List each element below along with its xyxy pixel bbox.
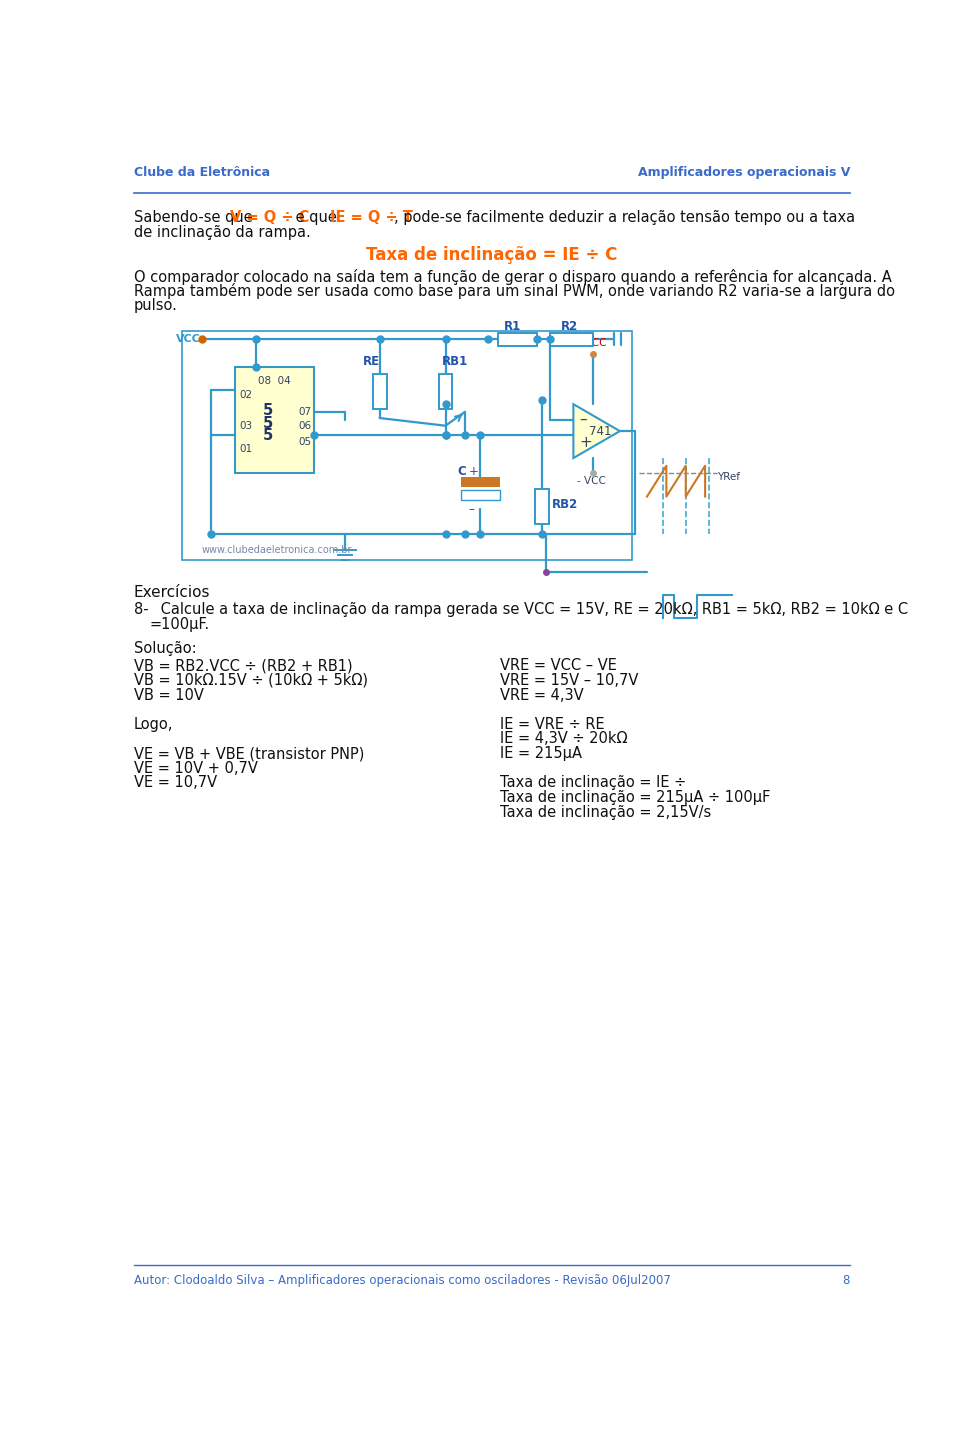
Text: VB = 10kΩ.15V ÷ (10kΩ + 5kΩ): VB = 10kΩ.15V ÷ (10kΩ + 5kΩ) (134, 672, 368, 688)
Text: IE = 4,3V ÷ 20kΩ: IE = 4,3V ÷ 20kΩ (500, 732, 627, 746)
Text: V = Q ÷ C: V = Q ÷ C (229, 211, 309, 225)
Text: RB1: RB1 (442, 355, 468, 368)
Text: VB = 10V: VB = 10V (134, 687, 204, 703)
Text: 741: 741 (589, 424, 612, 437)
Text: VE = 10V + 0,7V: VE = 10V + 0,7V (134, 760, 258, 776)
Bar (182, 330, 632, 560)
Text: 03: 03 (239, 421, 252, 431)
Text: de inclinação da rampa.: de inclinação da rampa. (134, 225, 311, 240)
Text: IE = VRE ÷ RE: IE = VRE ÷ RE (500, 717, 605, 732)
Text: pulso.: pulso. (134, 297, 178, 313)
Text: +: + (468, 466, 479, 479)
Text: 01: 01 (239, 444, 252, 455)
Text: Taxa de inclinação = IE ÷ C: Taxa de inclinação = IE ÷ C (367, 247, 617, 264)
Text: Rampa também pode ser usada como base para um sinal PWM, onde variando R2 varia-: Rampa também pode ser usada como base pa… (134, 283, 895, 299)
Text: VCC: VCC (176, 333, 201, 343)
Text: - VCC: - VCC (577, 476, 606, 486)
Bar (439, 374, 452, 408)
Text: Clube da Eletrônica: Clube da Eletrônica (134, 166, 270, 179)
Text: R1: R1 (504, 320, 520, 333)
Text: RE: RE (363, 355, 380, 368)
Text: Amplificadores operacionais V: Amplificadores operacionais V (637, 166, 850, 179)
Bar (550, 333, 592, 346)
Text: IE = 215μA: IE = 215μA (500, 746, 582, 760)
Text: +: + (580, 436, 592, 450)
Text: VE = 10,7V: VE = 10,7V (134, 775, 217, 791)
Text: VRE = VCC – VE: VRE = VCC – VE (500, 658, 616, 674)
Text: Logo,: Logo, (134, 717, 174, 732)
Text: 08  04: 08 04 (258, 377, 291, 387)
Text: 5: 5 (263, 429, 274, 443)
Text: Taxa de inclinação = 215μA ÷ 100μF: Taxa de inclinação = 215μA ÷ 100μF (500, 789, 770, 805)
Text: VB = RB2.VCC ÷ (RB2 + RB1): VB = RB2.VCC ÷ (RB2 + RB1) (134, 658, 352, 674)
Text: 8: 8 (843, 1274, 850, 1287)
Text: Exercícios: Exercícios (134, 584, 210, 600)
Text: 5: 5 (263, 416, 274, 430)
Text: 06: 06 (299, 421, 311, 431)
Text: e que: e que (291, 211, 342, 225)
Text: 07: 07 (299, 407, 311, 417)
Text: Taxa de inclinação = IE ÷: Taxa de inclinação = IE ÷ (500, 775, 686, 791)
Text: –: – (468, 504, 474, 517)
Text: 05: 05 (299, 436, 311, 446)
Polygon shape (573, 404, 620, 457)
Bar (461, 478, 500, 486)
Text: RB2: RB2 (552, 498, 578, 511)
Text: IE = Q ÷ T: IE = Q ÷ T (330, 211, 413, 225)
Text: –: – (580, 413, 588, 427)
Bar (536, 489, 549, 524)
Text: , pode-se facilmente deduzir a relação tensão tempo ou a taxa: , pode-se facilmente deduzir a relação t… (395, 211, 855, 225)
Bar (461, 491, 500, 499)
Bar (372, 374, 387, 408)
Text: =100μF.: =100μF. (150, 616, 209, 632)
Text: Taxa de inclinação = 2,15V/s: Taxa de inclinação = 2,15V/s (500, 805, 711, 820)
Text: Sabendo-se que: Sabendo-se que (134, 211, 257, 225)
Text: Solução:: Solução: (134, 641, 197, 655)
Text: O comparador colocado na saída tem a função de gerar o disparo quando a referênc: O comparador colocado na saída tem a fun… (134, 268, 892, 284)
Text: Autor: Clodoaldo Silva – Amplificadores operacionais como osciladores - Revisão : Autor: Clodoaldo Silva – Amplificadores … (134, 1274, 671, 1287)
Text: 8-  Calcule a taxa de inclinação da rampa gerada se VCC = 15V, RE = 20kΩ, RB1 = : 8- Calcule a taxa de inclinação da rampa… (134, 602, 908, 618)
Bar (498, 333, 537, 346)
Text: 5: 5 (263, 404, 274, 418)
Text: C: C (457, 466, 466, 479)
Text: ΥRef: ΥRef (717, 472, 740, 482)
Text: 02: 02 (239, 390, 252, 400)
Text: VE = VB + VBE (transistor PNP): VE = VB + VBE (transistor PNP) (134, 746, 365, 760)
Text: +VCC: +VCC (577, 338, 608, 348)
Text: R2: R2 (561, 320, 578, 333)
Bar (234, 367, 314, 473)
Text: VRE = 15V – 10,7V: VRE = 15V – 10,7V (500, 672, 638, 688)
Text: www.clubedaeletronica.com.br: www.clubedaeletronica.com.br (202, 545, 352, 556)
Text: VRE = 4,3V: VRE = 4,3V (500, 687, 584, 703)
